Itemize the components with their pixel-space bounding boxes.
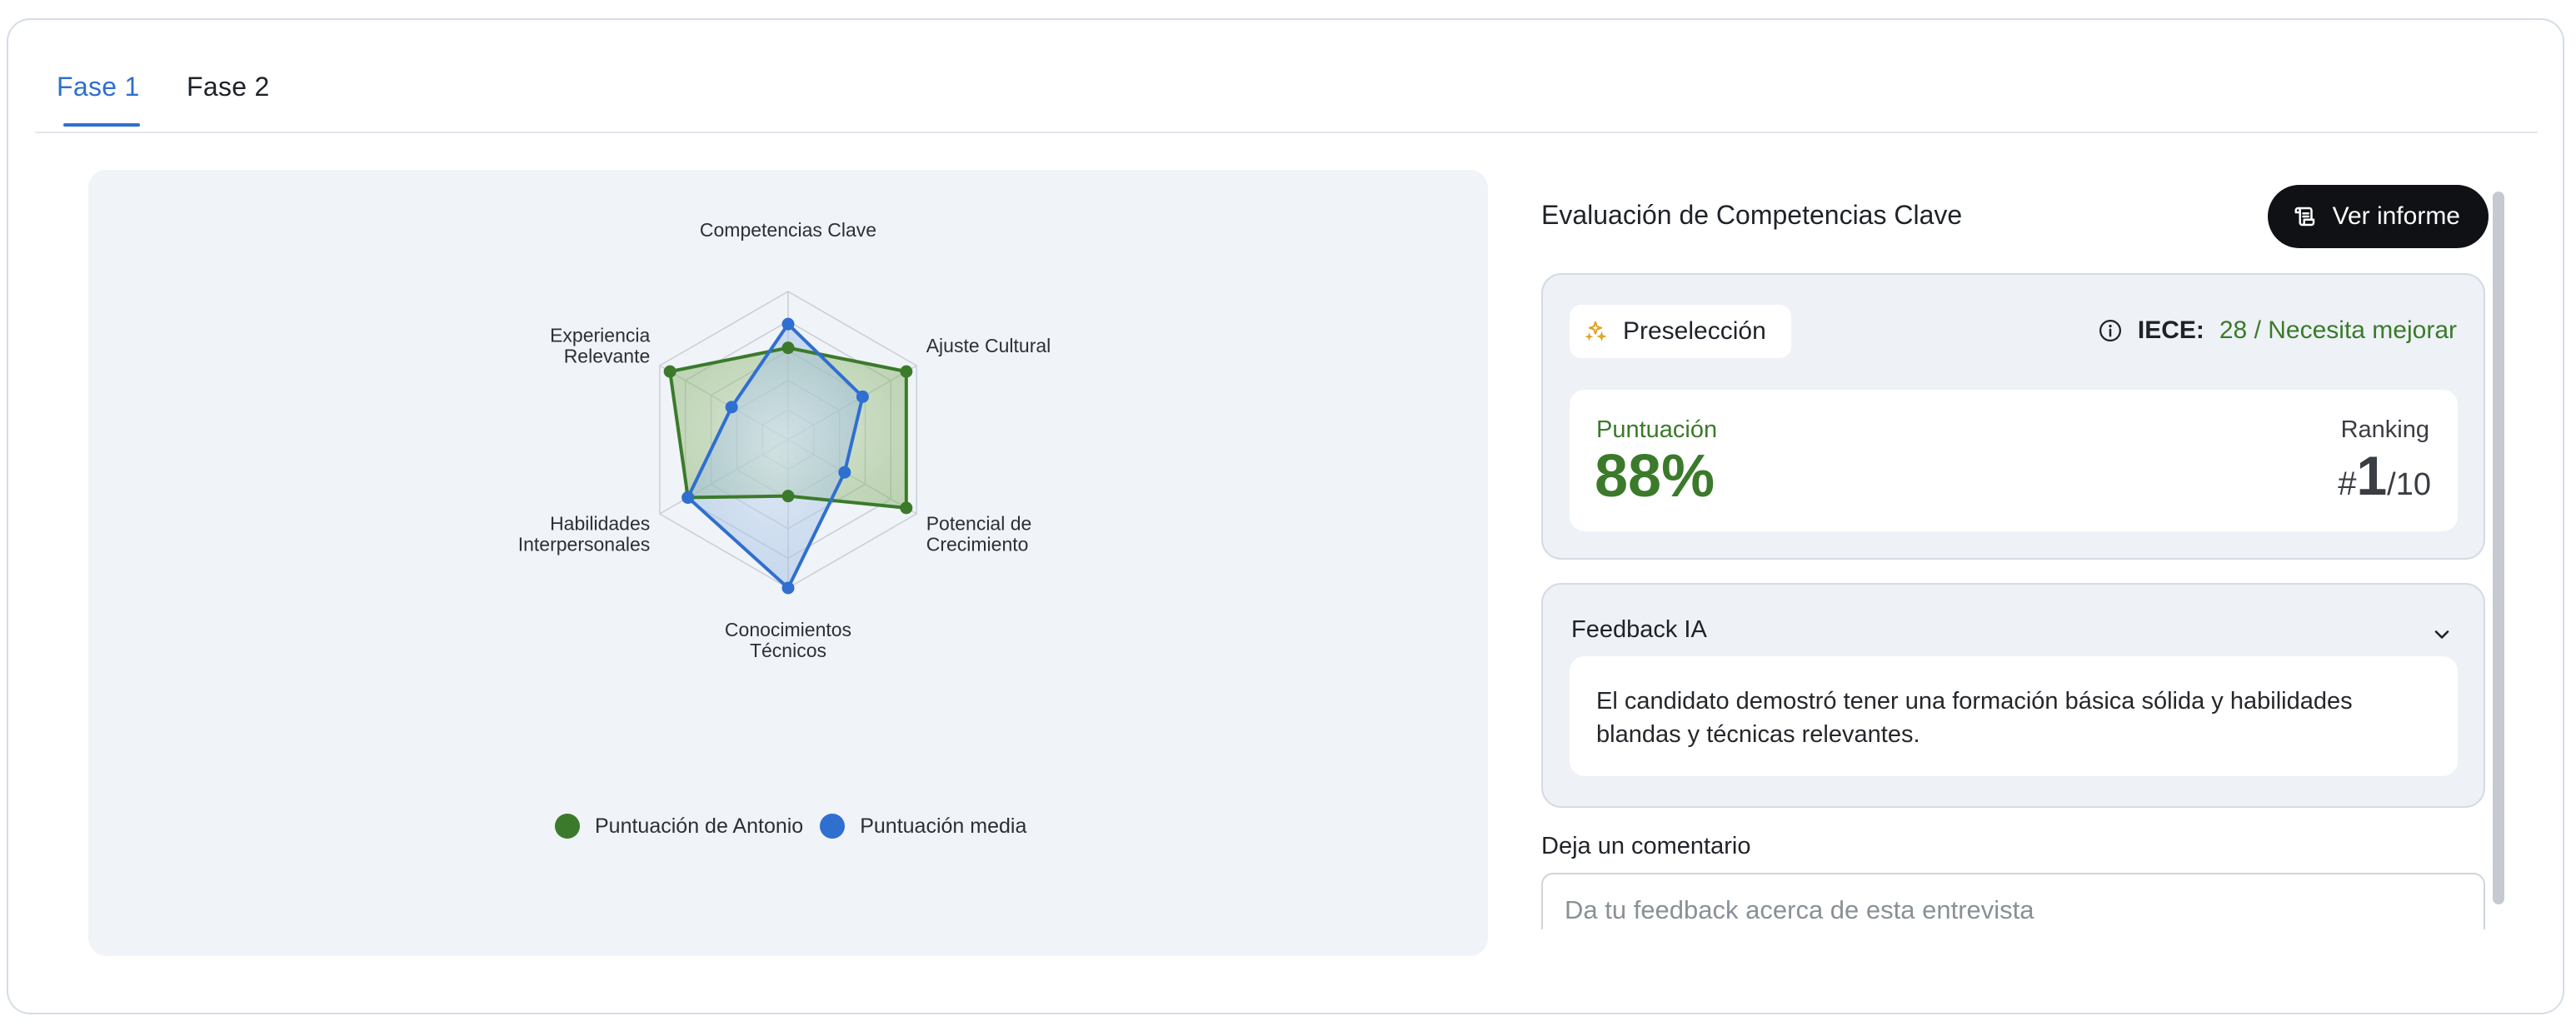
- axis-label-3: Potencial de Crecimiento: [926, 513, 1032, 555]
- score-label: Puntuación: [1596, 416, 1718, 443]
- axis-label-4: Conocimientos Técnicos: [725, 619, 851, 661]
- score-card: Puntuación 88% Ranking # 1 /10: [1570, 390, 2458, 531]
- legend-item-media[interactable]: Puntuación media: [820, 814, 1026, 839]
- series-2-point-4: [781, 581, 795, 595]
- score-summary-box: Preselección IECE: 28 / Necesita mejorar…: [1541, 273, 2485, 560]
- axis-label-5: Habilidades Interpersonales: [518, 513, 651, 555]
- feedback-accordion: Feedback IA El candidato demostró tener …: [1541, 583, 2485, 808]
- chart-legend: Puntuación de Antonio Puntuación media: [555, 809, 1026, 843]
- legend-label-antonio: Puntuación de Antonio: [595, 814, 804, 838]
- section-title: Evaluación de Competencias Clave: [1541, 200, 1963, 230]
- radar-chart-panel: Competencias Clave Ajuste Cultural Potenci…: [88, 170, 1488, 956]
- ranking-hash: #: [2338, 466, 2357, 502]
- ranking-total: /10: [2387, 467, 2431, 502]
- iece-indicator: IECE: 28 / Necesita mejorar: [2098, 316, 2457, 345]
- legend-item-antonio[interactable]: Puntuación de Antonio: [555, 814, 803, 839]
- preselection-chip: Preselección: [1570, 305, 1791, 358]
- chevron-down-icon[interactable]: [2430, 623, 2454, 646]
- legend-swatch-media: [820, 814, 846, 839]
- legend-swatch-antonio: [555, 814, 580, 839]
- preselection-label: Preselección: [1623, 317, 1766, 345]
- report-icon: [2294, 207, 2314, 227]
- series-2-point-3: [838, 466, 851, 479]
- tab-bar: Fase 1 Fase 2: [35, 18, 2538, 133]
- radar-chart: Competencias Clave Ajuste Cultural Potenci…: [518, 219, 1051, 661]
- iece-value: 28 / Necesita mejorar: [2219, 316, 2457, 344]
- legend-label-media: Puntuación media: [860, 814, 1027, 838]
- sparkle-icon: [1585, 321, 1607, 341]
- axis-label-2: Ajuste Cultural: [926, 335, 1051, 356]
- score-value: 88%: [1595, 443, 1715, 510]
- series-1-point-2: [900, 365, 913, 378]
- view-report-label: Ver informe: [2332, 202, 2460, 230]
- ranking-label: Ranking: [2340, 416, 2429, 443]
- ranking-position: 1: [2356, 445, 2388, 506]
- series-2-point-2: [856, 390, 869, 403]
- series-1-point-3: [900, 501, 913, 515]
- feedback-text: El candidato demostró tener una formació…: [1570, 656, 2458, 776]
- ranking-value: # 1 /10: [2338, 446, 2431, 505]
- tab-fase-2[interactable]: Fase 2: [187, 72, 270, 102]
- series-1-point-4: [781, 490, 795, 503]
- series-2-point-1: [781, 317, 795, 331]
- view-report-button[interactable]: Ver informe: [2267, 185, 2489, 248]
- tab-fase-1[interactable]: Fase 1: [57, 72, 140, 127]
- axis-label-1: Competencias Clave: [700, 219, 876, 241]
- info-icon[interactable]: [2098, 318, 2123, 343]
- series-1-point-6: [663, 365, 676, 378]
- assessment-panel: Evaluación de Competencias Clave Ver inf…: [1541, 170, 2512, 929]
- series-2-point-5: [681, 491, 695, 504]
- series-2-point-6: [725, 401, 738, 414]
- comment-label: Deja un comentario: [1541, 833, 1751, 859]
- scrollbar[interactable]: [2489, 185, 2513, 931]
- feedback-title[interactable]: Feedback IA: [1571, 616, 1707, 643]
- scrollbar-thumb[interactable]: [2493, 192, 2504, 904]
- axis-label-6: Experiencia Relevante: [550, 325, 650, 367]
- series-1-point-1: [781, 341, 795, 355]
- iece-label: IECE:: [2137, 316, 2204, 344]
- comment-input[interactable]: [1541, 873, 2485, 929]
